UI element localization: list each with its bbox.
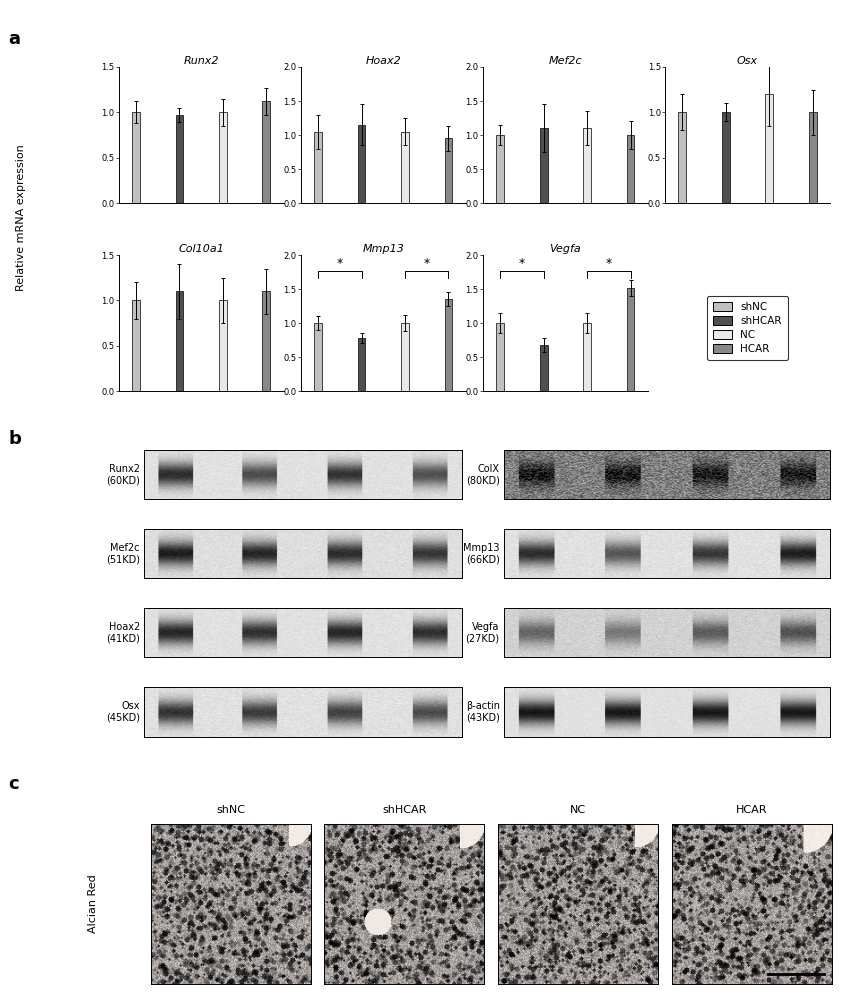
Bar (627, 288, 634, 391)
Text: Runx2
(60KD): Runx2 (60KD) (106, 464, 140, 485)
Text: shNC: shNC (216, 805, 246, 815)
Bar (401, 323, 409, 391)
Bar (314, 132, 322, 203)
Text: Relative mRNA expression: Relative mRNA expression (16, 145, 26, 291)
Text: Osx
(45KD): Osx (45KD) (106, 701, 140, 723)
Bar (263, 101, 270, 203)
Bar (722, 112, 729, 203)
Bar (132, 300, 140, 391)
Text: Alcian Red: Alcian Red (88, 875, 98, 933)
Bar (540, 128, 547, 203)
Bar (809, 112, 817, 203)
Title: Runx2: Runx2 (184, 56, 219, 66)
Text: c: c (8, 775, 19, 793)
Text: Mef2c
(51KD): Mef2c (51KD) (106, 543, 140, 564)
Text: HCAR: HCAR (736, 805, 767, 815)
Title: Hoax2: Hoax2 (365, 56, 401, 66)
Text: Hoax2
(41KD): Hoax2 (41KD) (106, 622, 140, 644)
Bar (584, 128, 591, 203)
Legend: shNC, shHCAR, NC, HCAR: shNC, shHCAR, NC, HCAR (707, 296, 788, 360)
Bar (627, 135, 634, 203)
Bar (540, 345, 547, 391)
Bar (263, 291, 270, 391)
Text: shHCAR: shHCAR (382, 805, 427, 815)
Title: Mef2c: Mef2c (549, 56, 582, 66)
Text: *: * (336, 257, 343, 270)
Bar (678, 112, 686, 203)
Bar (401, 132, 409, 203)
Bar (357, 338, 365, 391)
Bar (445, 299, 452, 391)
Bar (766, 94, 773, 203)
Text: Mmp13
(66KD): Mmp13 (66KD) (463, 543, 500, 564)
Bar (132, 112, 140, 203)
Text: Vegfa
(27KD): Vegfa (27KD) (466, 622, 500, 644)
Text: *: * (424, 257, 430, 270)
Text: a: a (8, 30, 20, 48)
Bar (584, 323, 591, 391)
Bar (357, 125, 365, 203)
Text: ColX
(80KD): ColX (80KD) (466, 464, 500, 485)
Bar (314, 323, 322, 391)
Title: Col10a1: Col10a1 (178, 244, 224, 254)
Text: b: b (8, 430, 21, 448)
Bar (219, 300, 227, 391)
Title: Osx: Osx (737, 56, 758, 66)
Title: Vegfa: Vegfa (550, 244, 581, 254)
Bar (496, 135, 504, 203)
Title: Mmp13: Mmp13 (363, 244, 404, 254)
Text: *: * (518, 257, 525, 270)
Text: β-actin
(43KD): β-actin (43KD) (466, 701, 500, 723)
Bar (219, 112, 227, 203)
Bar (496, 323, 504, 391)
Text: NC: NC (570, 805, 586, 815)
Bar (445, 138, 452, 203)
Bar (175, 115, 183, 203)
Bar (175, 291, 183, 391)
Text: *: * (606, 257, 612, 270)
